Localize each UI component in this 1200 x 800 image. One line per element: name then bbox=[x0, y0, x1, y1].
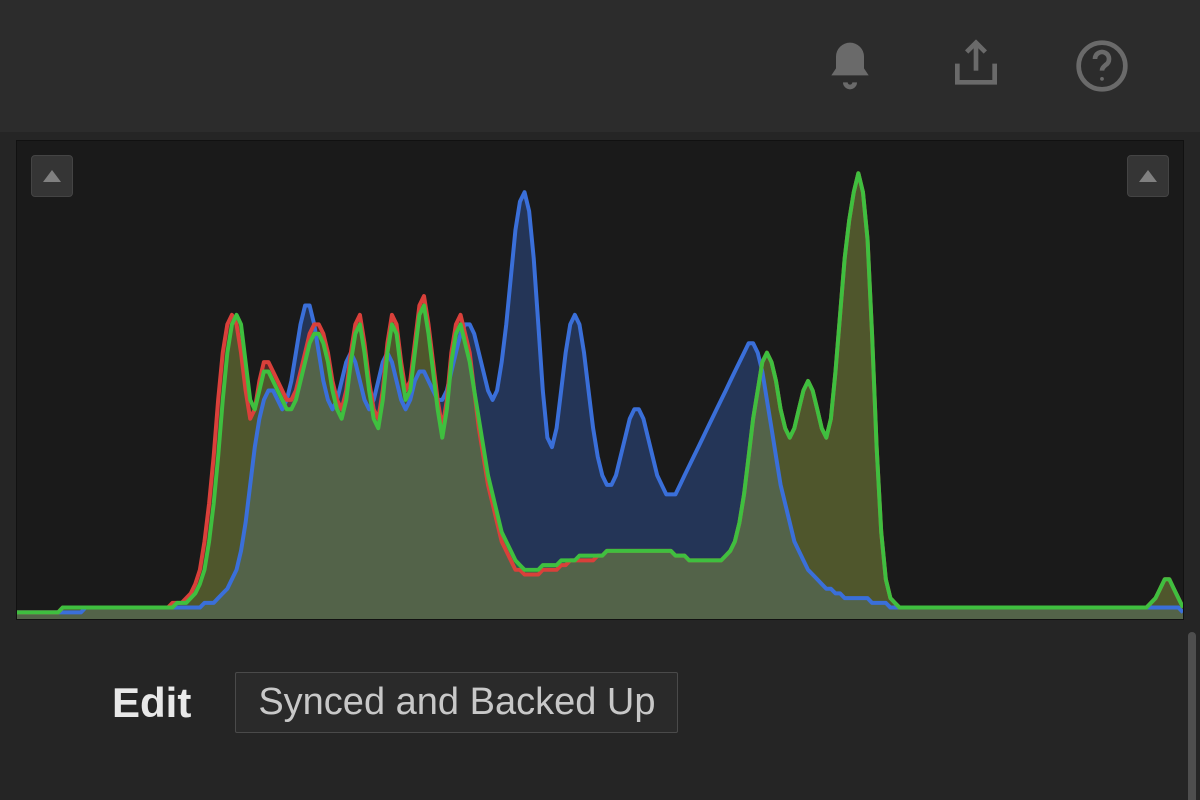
edit-panel: Edit Synced and Backed Up bbox=[0, 132, 1200, 800]
help-icon[interactable] bbox=[1074, 38, 1130, 94]
share-icon[interactable] bbox=[948, 38, 1004, 94]
notifications-icon[interactable] bbox=[822, 38, 878, 94]
panel-scrollbar-thumb[interactable] bbox=[1188, 632, 1196, 800]
edit-header-row: Edit Synced and Backed Up bbox=[12, 620, 1188, 733]
edit-section-title: Edit bbox=[112, 679, 191, 727]
sync-status-badge[interactable]: Synced and Backed Up bbox=[235, 672, 678, 733]
top-toolbar bbox=[0, 0, 1200, 132]
histogram-chart bbox=[17, 141, 1183, 619]
histogram-panel[interactable] bbox=[16, 140, 1184, 620]
panel-scrollbar[interactable] bbox=[1188, 632, 1196, 800]
